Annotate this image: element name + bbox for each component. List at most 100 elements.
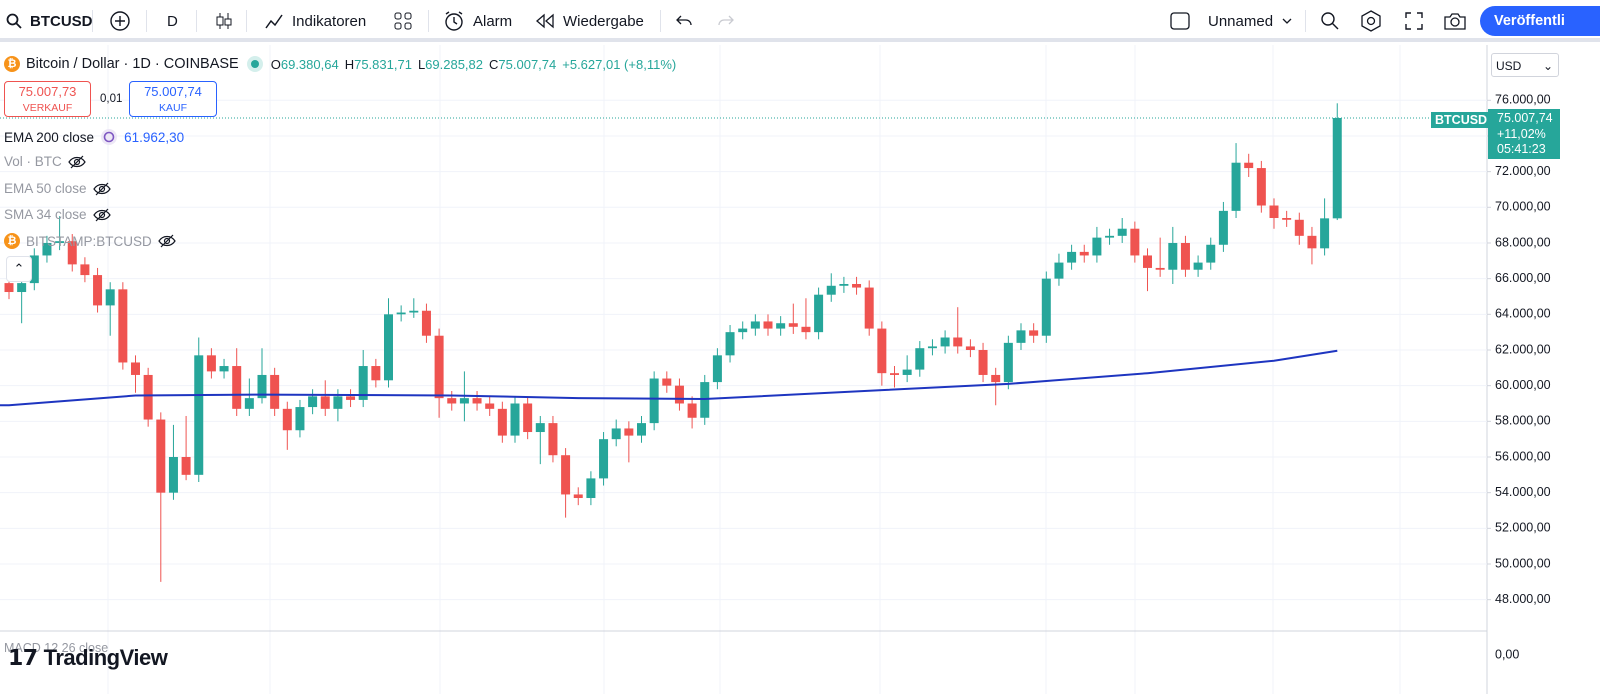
candle-body xyxy=(485,403,495,409)
eye-slash xyxy=(70,155,84,168)
camera-icon xyxy=(1444,13,1466,30)
collapse-legend[interactable]: ⌃ xyxy=(6,256,32,282)
candle-body xyxy=(852,283,862,288)
candle-body xyxy=(1143,255,1152,268)
y-tick-label: 68.000,00 xyxy=(1495,235,1551,249)
y-tick-label: 70.000,00 xyxy=(1495,200,1551,214)
alert-button[interactable]: Alarm xyxy=(443,0,512,42)
indicator-row: ₿ BITSTAMP:BTCUSD xyxy=(4,233,176,249)
add-symbol[interactable] xyxy=(109,0,131,42)
buy-button[interactable]: 75.007,74 KAUF xyxy=(129,81,217,117)
candle-body xyxy=(118,289,128,363)
chart-type[interactable] xyxy=(214,0,234,42)
hidden-icon[interactable] xyxy=(92,208,111,222)
candle-body xyxy=(738,328,748,333)
search-icon xyxy=(1321,12,1339,30)
replay-button[interactable]: Wiedergabe xyxy=(535,0,644,42)
sell-label: VERKAUF xyxy=(22,102,73,114)
logo-mark: 𝟭𝟳 xyxy=(8,645,38,670)
eye-slash xyxy=(95,182,108,195)
publish-button[interactable]: Veröffentli xyxy=(1480,6,1600,36)
currency-select[interactable]: USD ⌄ xyxy=(1491,53,1559,77)
candle-body xyxy=(902,369,912,375)
candle-body xyxy=(637,423,646,436)
logo: 𝟭𝟳 TradingView xyxy=(8,645,168,671)
candle-body xyxy=(257,374,267,399)
ohlc-value: 69.380,64 xyxy=(280,56,339,72)
candle-body xyxy=(396,312,406,315)
candle-body xyxy=(624,428,634,436)
eye-slash xyxy=(95,208,108,221)
candle-body xyxy=(788,323,798,327)
redo-icon xyxy=(718,15,734,26)
candle-body xyxy=(4,283,14,293)
quick-search[interactable] xyxy=(1320,0,1340,42)
candle-body xyxy=(1307,235,1317,249)
spread: 0,01 xyxy=(100,93,123,105)
hidden-icon[interactable] xyxy=(92,182,111,196)
candle-body xyxy=(1332,117,1342,219)
y-tick-label: 72.000,00 xyxy=(1495,164,1551,178)
candle-body xyxy=(270,374,280,409)
candle-body xyxy=(181,456,191,475)
separator xyxy=(196,10,197,32)
candle-body xyxy=(143,374,153,420)
hidden-icon[interactable] xyxy=(68,155,86,169)
candle-body xyxy=(1092,237,1102,256)
candle-body xyxy=(801,326,811,333)
grid xyxy=(0,99,1487,601)
candle-body xyxy=(333,396,343,409)
candle-body xyxy=(244,398,254,409)
chevron-icon xyxy=(1282,18,1292,24)
search-icon xyxy=(6,13,22,29)
templates[interactable] xyxy=(393,0,413,42)
ohlc-value: 69.285,82 xyxy=(425,56,484,72)
last-price: 75.007,74 xyxy=(1497,111,1553,125)
candle-body xyxy=(940,337,950,347)
candle-body xyxy=(434,335,444,399)
candle-body xyxy=(1003,342,1013,383)
candle-body xyxy=(1231,162,1241,211)
indicator-name: BITSTAMP:BTCUSD xyxy=(26,233,152,249)
candle-body xyxy=(308,396,318,408)
logo-text: TradingView xyxy=(43,645,168,670)
candle-body xyxy=(1105,235,1115,238)
symbol: BTCUSD xyxy=(30,12,93,30)
symbol-tag: BTCUSD xyxy=(1431,112,1492,128)
hidden-icon[interactable] xyxy=(158,234,176,248)
layout-menu[interactable]: Unnamed xyxy=(1170,0,1293,42)
indicators-button[interactable]: Indikatoren xyxy=(264,0,366,42)
settings[interactable] xyxy=(1360,0,1382,42)
candle-body xyxy=(156,419,166,493)
candle-body xyxy=(1282,218,1292,220)
candle-body xyxy=(358,366,368,400)
replay-icon xyxy=(536,13,554,29)
snapshot[interactable] xyxy=(1443,0,1467,42)
candle-body xyxy=(1117,228,1127,236)
settings-icon xyxy=(1361,10,1381,32)
redo[interactable] xyxy=(717,0,735,42)
candle-body xyxy=(67,241,77,265)
candle-body xyxy=(17,283,27,293)
candle-body xyxy=(839,283,849,286)
candle-body xyxy=(1168,242,1178,270)
undo[interactable] xyxy=(675,0,693,42)
separator xyxy=(428,10,429,32)
indicator-name: EMA 200 close xyxy=(4,129,95,145)
candle-body xyxy=(1256,168,1266,206)
y-tick-label: 64.000,00 xyxy=(1495,307,1551,321)
candle-body xyxy=(80,264,90,276)
fullscreen[interactable] xyxy=(1404,0,1424,42)
symbol-search[interactable]: BTCUSD xyxy=(6,0,93,42)
interval[interactable]: D xyxy=(167,0,178,42)
candle-body xyxy=(168,456,178,493)
indicator-row: Vol · BTC xyxy=(4,154,86,169)
sell-price: 75.007,73 xyxy=(18,84,77,99)
macd-name: MACD 12 26 close xyxy=(4,641,109,655)
bitcoin-icon: ₿ xyxy=(4,56,20,72)
candle-body xyxy=(1130,228,1140,256)
sell-button[interactable]: 75.007,73 VERKAUF xyxy=(4,81,91,117)
alarm-icon xyxy=(445,11,463,31)
loading-icon xyxy=(101,129,118,145)
